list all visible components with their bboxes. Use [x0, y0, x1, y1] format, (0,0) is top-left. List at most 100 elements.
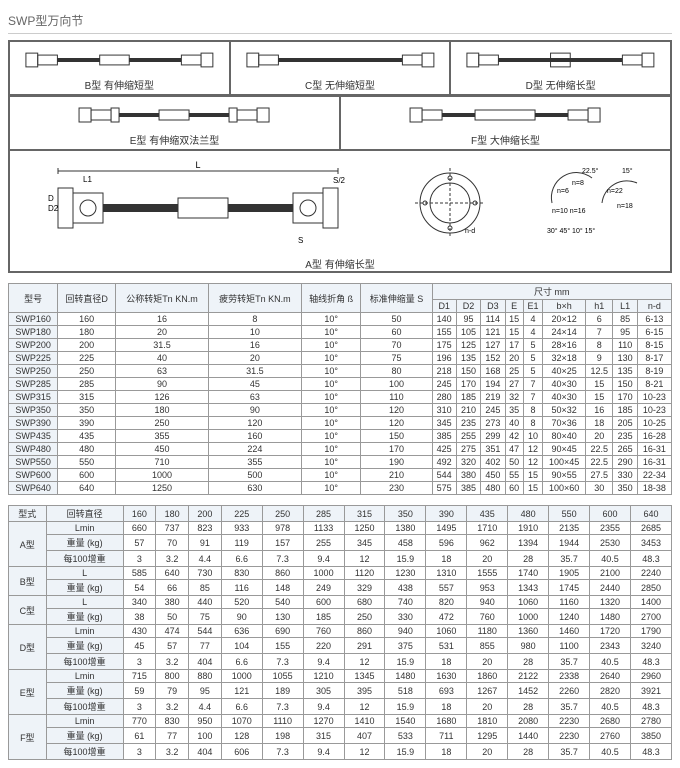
table-cell: 130	[262, 609, 303, 625]
table-cell: 6.6	[221, 551, 262, 567]
table-cell: 940	[467, 596, 508, 609]
table-cell: 重量 (kg)	[46, 580, 123, 596]
table-cell: 533	[385, 728, 426, 744]
table-cell: 105	[456, 326, 480, 339]
table-cell: 32	[505, 391, 523, 404]
table-cell: 9.4	[303, 744, 344, 760]
table-cell: 1310	[426, 567, 467, 580]
table-cell: 402	[481, 456, 505, 469]
t1-subheader: E1	[523, 300, 542, 313]
table-cell: 710	[115, 456, 208, 469]
table-cell: 75	[361, 352, 432, 365]
table-cell: 95	[456, 313, 480, 326]
table-cell: 291	[344, 638, 385, 654]
table-cell: 126	[115, 391, 208, 404]
t2-header: 型式	[9, 506, 47, 522]
t2-header: 435	[467, 506, 508, 522]
table-cell: 390	[58, 417, 116, 430]
table-cell: 355	[208, 456, 301, 469]
table-cell: 1630	[426, 670, 467, 683]
t1-subheader: D2	[456, 300, 480, 313]
table-cell: 48.3	[630, 654, 671, 670]
table-cell: 每100增重	[46, 699, 123, 715]
table-cell: SWP550	[9, 456, 58, 469]
table-cell: 474	[156, 625, 189, 638]
table-cell: 40.5	[590, 744, 631, 760]
table-cell: 1343	[508, 580, 549, 596]
table-cell: 596	[426, 535, 467, 551]
table-cell: 每100增重	[46, 551, 123, 567]
table-cell: 740	[385, 596, 426, 609]
table-cell: 2355	[590, 522, 631, 535]
table-row: F型Lmin7708309501070111012701410154016801…	[9, 715, 672, 728]
t2-header: 480	[508, 506, 549, 522]
table-cell: 1790	[630, 625, 671, 638]
table-cell: 315	[303, 728, 344, 744]
type-cell: C型	[9, 596, 47, 625]
table-cell: 435	[58, 430, 116, 443]
table-row: B型L5856407308308601000112012301310155517…	[9, 567, 672, 580]
table-cell: 1100	[549, 638, 590, 654]
table-cell: 2240	[630, 567, 671, 580]
table-cell: 1540	[385, 715, 426, 728]
table-cell: 640	[58, 482, 116, 495]
table-cell: 1495	[426, 522, 467, 535]
table-cell: 120	[208, 417, 301, 430]
t1-subheader: b×h	[543, 300, 586, 313]
table-cell: 1000	[115, 469, 208, 482]
table-cell: 600	[303, 596, 344, 609]
table-cell: 9	[586, 352, 613, 365]
table-cell: 235	[613, 430, 637, 443]
t2-header: 600	[590, 506, 631, 522]
table-cell: 531	[426, 638, 467, 654]
table-cell: 730	[189, 567, 222, 580]
table-row: D型Lmin4304745446366907608609401060118013…	[9, 625, 672, 638]
table-cell: 438	[385, 580, 426, 596]
table-cell: 120	[361, 417, 432, 430]
table-cell: 15.9	[385, 744, 426, 760]
table-cell: 800	[156, 670, 189, 683]
table-row: SWP600600100050010°210544380450551590×55…	[9, 469, 672, 482]
table-cell: 每100增重	[46, 744, 123, 760]
table-cell: 114	[481, 313, 505, 326]
table-cell: 6.6	[221, 699, 262, 715]
table-cell: 1410	[344, 715, 385, 728]
table-cell: 1345	[344, 670, 385, 683]
table-cell: 20	[467, 551, 508, 567]
table-cell: 1680	[426, 715, 467, 728]
table-cell: 15.9	[385, 699, 426, 715]
table-cell: 3	[123, 654, 156, 670]
table-cell: 3921	[630, 683, 671, 699]
table-cell: 8-19	[637, 365, 671, 378]
table-cell: 3.2	[156, 551, 189, 567]
table-cell: 8	[208, 313, 301, 326]
table-cell: 978	[262, 522, 303, 535]
table-cell: 35.7	[549, 551, 590, 567]
table-cell: 20	[505, 352, 523, 365]
table-cell: 1230	[385, 567, 426, 580]
table-cell: 1380	[385, 522, 426, 535]
table-cell: 210	[361, 469, 432, 482]
table-cell: 404	[189, 654, 222, 670]
t2-header: 回转直径	[46, 506, 123, 522]
table-cell: 60	[361, 326, 432, 339]
table-cell: 7.3	[262, 654, 303, 670]
table-cell: 544	[189, 625, 222, 638]
table-cell: 40×30	[543, 391, 586, 404]
table-cell: 95	[613, 326, 637, 339]
table-cell: 350	[58, 404, 116, 417]
table-cell: 290	[613, 456, 637, 469]
table-cell: 10°	[301, 482, 361, 495]
type-cell: E型	[9, 670, 47, 715]
t1-header: 回转直径D	[58, 284, 116, 313]
table-cell: 2230	[549, 728, 590, 744]
svg-text:D: D	[48, 194, 54, 203]
table-cell: 6.6	[221, 654, 262, 670]
table-cell: 2135	[549, 522, 590, 535]
table-cell: SWP640	[9, 482, 58, 495]
table-cell: SWP600	[9, 469, 58, 482]
table-cell: 190	[361, 456, 432, 469]
table-cell: 9.4	[303, 699, 344, 715]
table-cell: 18	[426, 699, 467, 715]
table-cell: 299	[481, 430, 505, 443]
